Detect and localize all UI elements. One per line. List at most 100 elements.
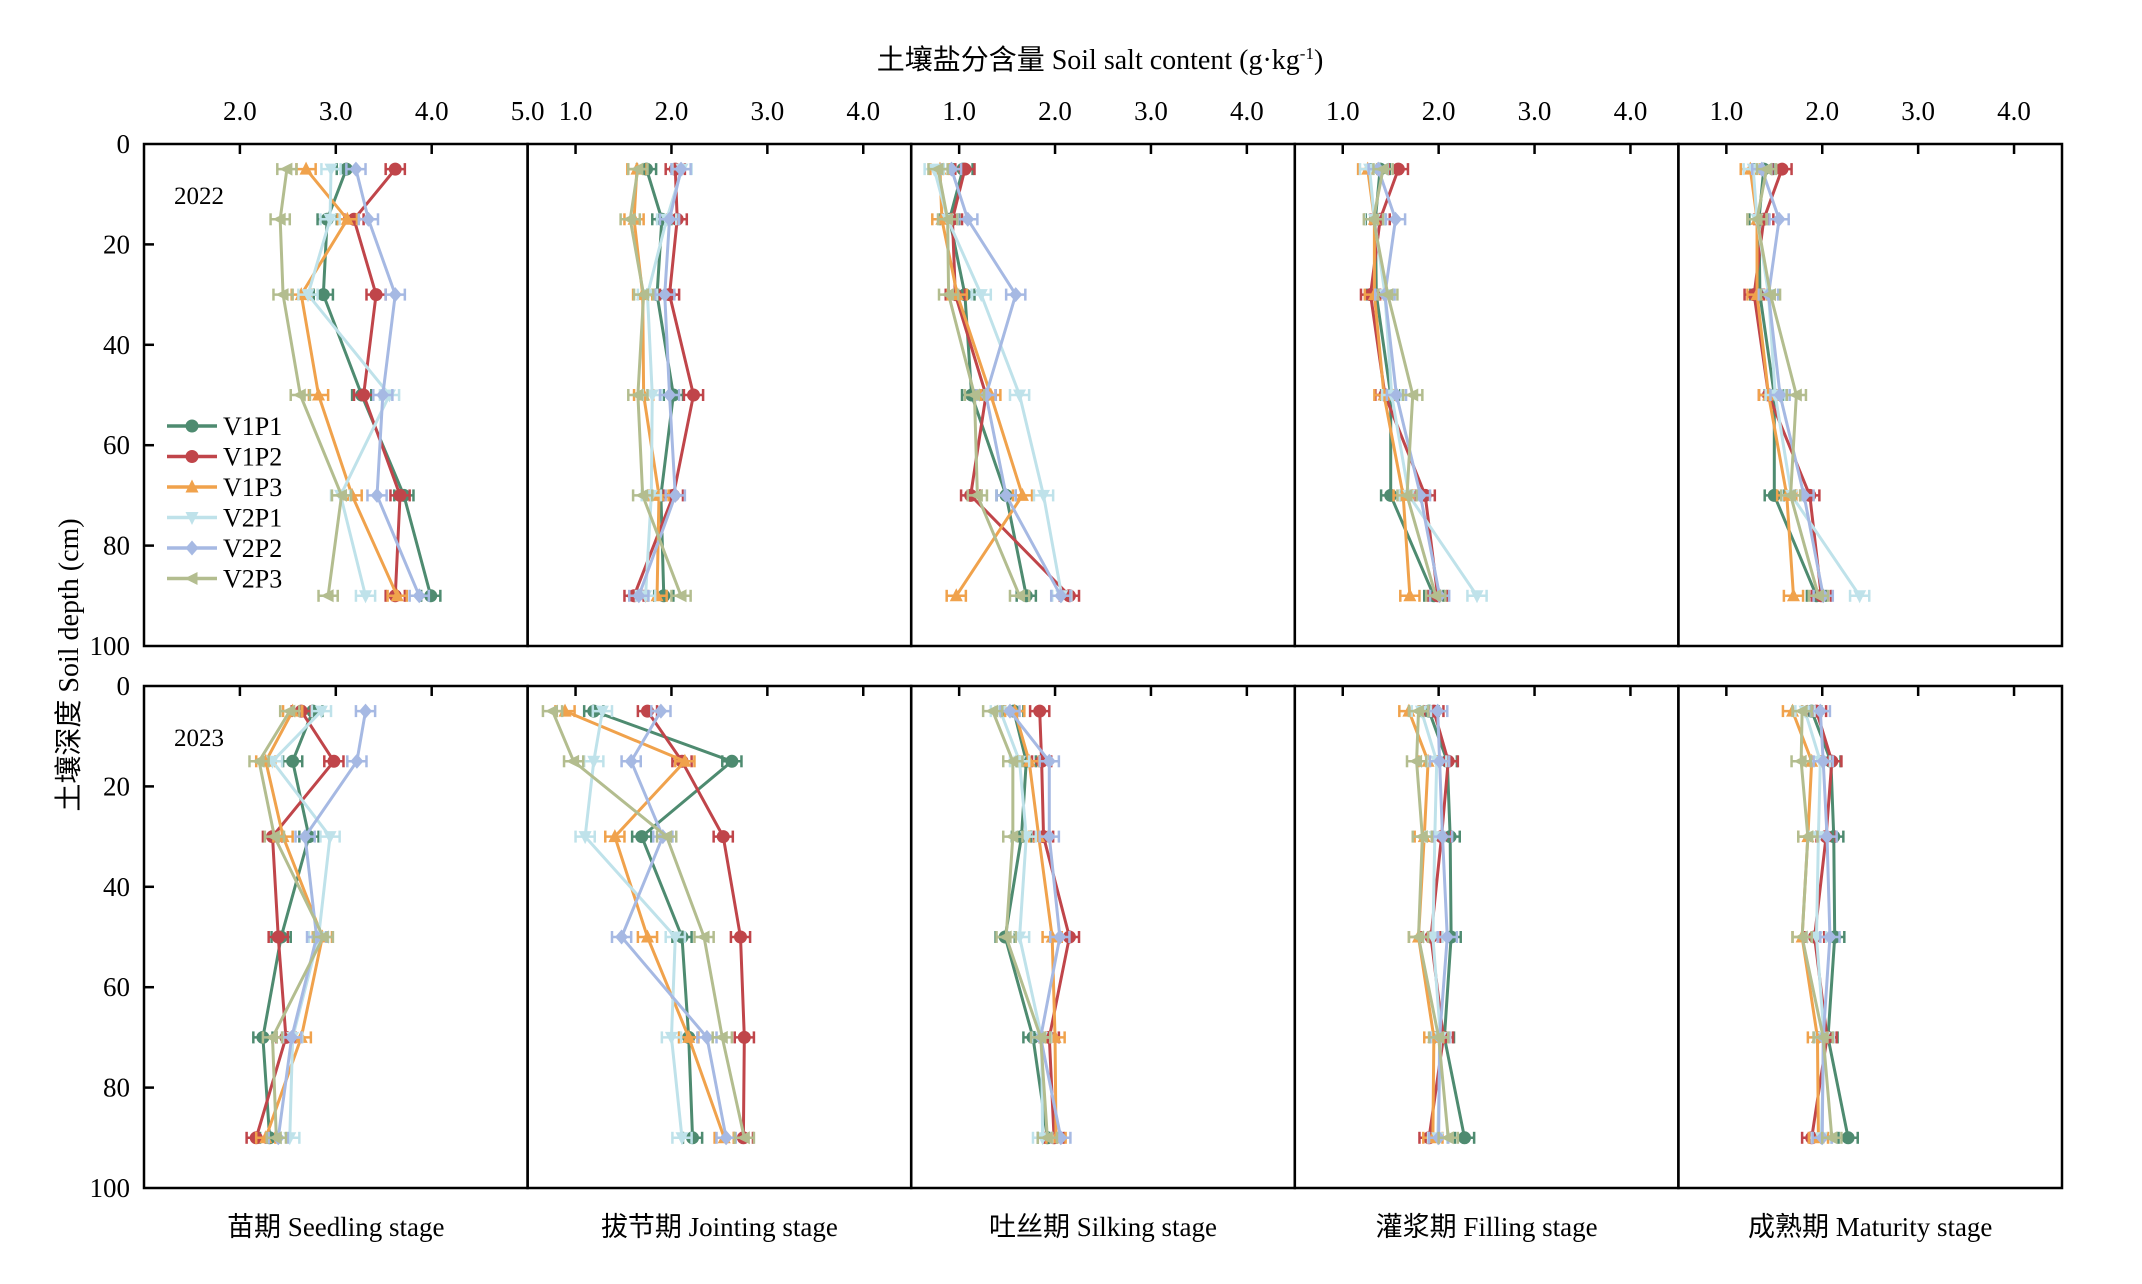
- x-tick-label: 2.0: [1038, 96, 1072, 126]
- data-point: [299, 161, 313, 175]
- series-line: [354, 168, 421, 597]
- x-tick-label: 3.0: [319, 96, 353, 126]
- data-point: [622, 212, 636, 226]
- data-point: [1428, 589, 1442, 603]
- legend-item-V2P1: V2P1: [167, 504, 282, 533]
- data-point: [314, 705, 328, 719]
- data-point: [545, 704, 559, 718]
- data-point: [1786, 588, 1800, 602]
- x-tick-label: 4.0: [1230, 96, 1264, 126]
- series-line: [950, 168, 1071, 597]
- data-point: [334, 488, 348, 502]
- year-label: 2022: [174, 183, 224, 210]
- data-point: [1775, 162, 1789, 176]
- y-tick-label: 60: [103, 972, 130, 1002]
- data-point: [1399, 488, 1413, 502]
- data-point: [737, 1030, 751, 1044]
- data-point: [654, 703, 668, 719]
- data-point: [969, 488, 983, 502]
- panel-2022-3: 1.0 2.0 3.0 4.0: [1293, 96, 1680, 648]
- data-point: [1773, 387, 1787, 403]
- data-point: [1005, 754, 1019, 768]
- x-tick-label: 4.0: [415, 96, 449, 126]
- data-point: [1815, 1030, 1829, 1044]
- series-V1P2: [343, 162, 411, 603]
- data-point: [412, 588, 426, 604]
- data-point: [359, 703, 373, 719]
- data-point: [663, 387, 677, 403]
- data-point: [1433, 753, 1447, 769]
- data-point: [1762, 288, 1776, 302]
- data-point: [1403, 588, 1417, 602]
- x-tick-label: 1.0: [559, 96, 593, 126]
- data-point: [1431, 703, 1445, 719]
- data-point: [725, 754, 739, 768]
- data-point: [340, 211, 354, 225]
- data-point: [675, 1132, 689, 1146]
- data-point: [1749, 212, 1763, 226]
- series-line: [1013, 710, 1058, 1138]
- series-V1P2: [941, 162, 1081, 603]
- data-point: [1824, 1131, 1838, 1145]
- data-point: [645, 389, 659, 403]
- data-point: [272, 212, 286, 226]
- legend-marker: [185, 450, 199, 463]
- series-V1P2: [636, 704, 756, 1145]
- legend-label: V2P2: [223, 534, 282, 563]
- data-point: [393, 488, 407, 502]
- x-tick-label: 2.0: [655, 96, 689, 126]
- data-point: [998, 930, 1012, 944]
- series-line: [948, 168, 1028, 597]
- data-point: [1015, 487, 1029, 501]
- x-tick-label: 1.0: [1326, 96, 1360, 126]
- data-point: [664, 1031, 678, 1045]
- data-point: [316, 288, 330, 302]
- series-line: [254, 710, 336, 1139]
- x-tick-label: 3.0: [750, 96, 784, 126]
- data-point: [940, 212, 954, 226]
- legend-label: V2P1: [223, 504, 282, 533]
- data-point: [323, 213, 337, 227]
- legend-item-V2P2: V2P2: [167, 534, 282, 563]
- data-point: [632, 588, 646, 604]
- y-tick-label: 20: [103, 771, 130, 801]
- data-point: [315, 930, 329, 944]
- legend-marker: [184, 572, 198, 585]
- data-point: [1033, 704, 1047, 718]
- data-point: [595, 705, 609, 719]
- data-point: [635, 488, 649, 502]
- x-tick-label: 2.0: [1805, 96, 1839, 126]
- series-V2P1: [574, 705, 693, 1146]
- series-line: [637, 168, 683, 597]
- data-point: [1820, 829, 1834, 845]
- data-point: [630, 162, 644, 176]
- legend-marker: [185, 540, 199, 556]
- series-line: [1751, 168, 1861, 597]
- data-point: [650, 588, 664, 602]
- data-point: [268, 1131, 282, 1145]
- data-point: [1033, 1030, 1047, 1044]
- data-point: [388, 162, 402, 176]
- panel-frame: [1677, 142, 2064, 648]
- panel-frame: [909, 684, 1297, 1190]
- data-point: [696, 930, 710, 944]
- data-point: [1788, 388, 1802, 402]
- series-V2P3: [927, 162, 1031, 603]
- data-point: [361, 211, 375, 227]
- data-point: [578, 831, 592, 845]
- data-point: [719, 1130, 733, 1146]
- panel-2023-3: 灌浆期 Filling stage: [1293, 684, 1680, 1242]
- series-line: [299, 168, 399, 597]
- y-axis-title: 土壤深度 Soil depth (cm): [53, 518, 85, 811]
- series-V2P3: [248, 704, 335, 1145]
- data-point: [700, 1029, 714, 1045]
- series-line: [1003, 710, 1049, 1139]
- legend-item-V1P3: V1P3: [167, 473, 282, 502]
- y-tick-label: 20: [103, 229, 130, 259]
- series-line: [628, 168, 683, 597]
- data-point: [1783, 488, 1797, 502]
- data-point: [1411, 930, 1425, 944]
- data-point: [1409, 754, 1423, 768]
- data-point: [1458, 1131, 1472, 1145]
